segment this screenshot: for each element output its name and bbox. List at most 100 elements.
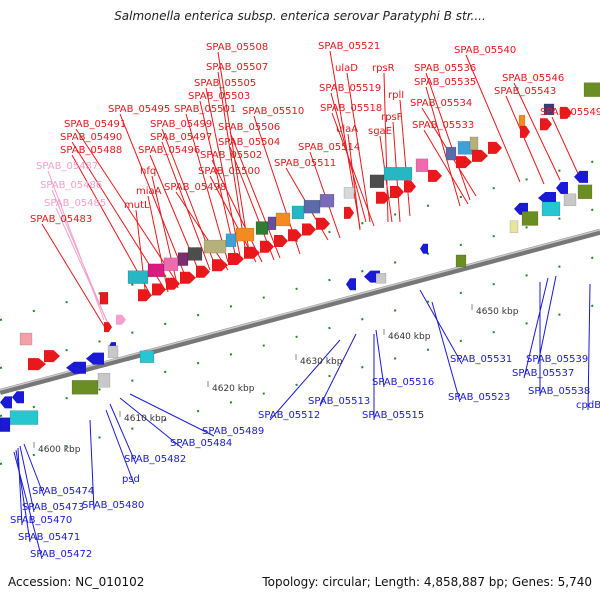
gene-box-15 <box>369 174 385 189</box>
gene-label-upper-39-leader <box>135 209 147 299</box>
gene-box-76 <box>541 201 561 217</box>
gene-box-71 <box>139 350 155 364</box>
gene-label-upper-6: SPAB_05536 <box>414 63 476 74</box>
gene-box-4 <box>187 247 203 261</box>
gene-arrow-left-57 <box>86 352 104 365</box>
gene-box-12 <box>303 199 321 214</box>
gene-arrow-left-63 <box>538 191 556 204</box>
gene-arrow-right-50 <box>28 358 46 371</box>
gene-box-68 <box>9 410 39 425</box>
gene-box-8 <box>255 221 269 235</box>
gene-arrow-right-48 <box>540 118 552 131</box>
gene-arrow-right-45 <box>472 149 488 162</box>
gene-label-upper-34: hfq <box>140 166 156 177</box>
gene-label-upper-25: SPAB_05490 <box>60 132 122 143</box>
gene-arrow-right-28 <box>166 277 180 290</box>
gene-label-lower-19: SPAB_05472 <box>30 549 92 560</box>
gene-label-upper-16: SPAB_05510 <box>242 106 304 117</box>
tick-label-2: 4620 kbp <box>212 384 255 394</box>
gene-arrow-right-44 <box>456 156 472 169</box>
gene-label-upper-40: SPAB_05483 <box>30 214 92 225</box>
gene-label-lower-12-leader <box>109 403 137 465</box>
gene-label-upper-18: SPAB_05534 <box>410 98 472 109</box>
gene-label-lower-4: cpdB <box>576 400 600 411</box>
gene-box-1 <box>147 263 165 278</box>
gene-label-lower-1-leader <box>537 275 557 365</box>
gene-arrow-right-37 <box>302 223 316 236</box>
gene-label-upper-22-leader <box>229 131 281 259</box>
gene-arrow-left-56 <box>66 361 86 374</box>
gene-label-upper-33: SPAB_05514 <box>298 142 360 153</box>
track-dash-line-2 <box>0 254 600 417</box>
gene-label-lower-1: SPAB_05539 <box>526 354 588 365</box>
gene-label-faded-0: SPAB_05487 <box>36 161 98 172</box>
tick-label-1: 4610 kbp <box>124 414 167 424</box>
gene-label-lower-0-leader <box>419 289 463 365</box>
gene-label-upper-31: SPAB_05496 <box>138 145 200 156</box>
backbone-line <box>0 228 600 395</box>
gene-arrow-left-61 <box>420 243 428 254</box>
gene-label-lower-10-leader <box>129 393 215 437</box>
gene-label-upper-2-leader <box>465 54 521 183</box>
gene-arrow-right-40 <box>376 191 390 204</box>
gene-label-lower-13: psd <box>122 474 140 485</box>
gene-label-upper-40-leader <box>41 223 105 327</box>
gene-label-upper-21: SPAB_05499 <box>150 119 212 130</box>
gene-label-upper-2: SPAB_05540 <box>454 45 516 56</box>
gene-label-upper-25-leader <box>71 141 165 289</box>
gene-label-lower-18: SPAB_05471 <box>18 532 80 543</box>
gene-box-67 <box>0 417 11 432</box>
gene-label-upper-6-leader <box>425 72 471 201</box>
gene-label-lower-12: SPAB_05482 <box>124 454 186 465</box>
gene-label-upper-13: SPAB_05543 <box>494 86 556 97</box>
gene-arrow-left-59 <box>346 278 356 291</box>
gene-label-upper-14-leader <box>119 113 187 279</box>
gene-box-13 <box>319 193 335 208</box>
gene-label-upper-9-leader <box>513 82 561 181</box>
gene-label-lower-0: SPAB_05531 <box>450 354 512 365</box>
gene-label-upper-38: SPAB_05498 <box>164 182 226 193</box>
accession-text: Accession: NC_010102 <box>8 575 145 589</box>
gene-label-upper-0-leader <box>217 51 251 259</box>
gene-box-78 <box>577 184 593 200</box>
gene-box-74 <box>509 220 519 234</box>
gene-label-upper-32: SPAB_05502 <box>200 150 262 161</box>
gene-label-faded-1: SPAB_05486 <box>40 180 102 191</box>
gene-arrow-right-42 <box>404 180 416 193</box>
gene-box-17 <box>415 158 429 173</box>
gene-arrow-right-49 <box>560 106 572 119</box>
tick-label-3: 4630 kbp <box>300 357 343 367</box>
gene-arrow-right-52 <box>104 322 112 333</box>
gene-label-lower-7: SPAB_05513 <box>308 396 370 407</box>
gene-arrow-right-41 <box>390 186 404 199</box>
gene-label-upper-8-leader <box>425 86 461 207</box>
kbp-ticks: 4600 kbp 4610 kbp 4620 kbp 4630 kbp 4640 kbp… <box>33 304 519 455</box>
gene-box-10 <box>275 212 291 227</box>
gene-box-11 <box>291 205 305 220</box>
gene-label-upper-3: SPAB_05507 <box>206 62 268 73</box>
gene-label-upper-28-leader <box>347 133 361 231</box>
gene-arrow-right-47 <box>520 125 530 138</box>
gene-label-upper-20: SPAB_05491 <box>64 119 126 130</box>
gene-arrow-right-33 <box>244 246 260 259</box>
gene-arrow-right-30 <box>196 265 210 278</box>
gene-label-upper-17-leader <box>331 112 375 227</box>
gene-label-lower-2: SPAB_05537 <box>512 368 574 379</box>
gene-arrow-right-27 <box>152 283 166 296</box>
gene-box-3 <box>177 252 189 266</box>
gene-arrow-left-54 <box>0 396 12 409</box>
gene-box-22 <box>543 103 555 116</box>
gene-box-24 <box>19 332 33 346</box>
gene-label-lower-13-leader <box>105 409 135 485</box>
gene-arrow-right-35 <box>274 234 288 247</box>
gene-box-66 <box>107 345 119 359</box>
gene-label-upper-37: miaA <box>136 186 162 197</box>
gene-box-21 <box>518 114 526 127</box>
gene-label-upper-4: ulaD <box>335 63 358 74</box>
gene-arrow-left-64 <box>556 181 568 194</box>
gene-label-upper-27: SPAB_05504 <box>218 137 280 148</box>
gene-label-upper-24-leader <box>423 129 469 205</box>
gene-label-lower-3: SPAB_05538 <box>528 386 590 397</box>
gene-box-75 <box>521 211 539 226</box>
